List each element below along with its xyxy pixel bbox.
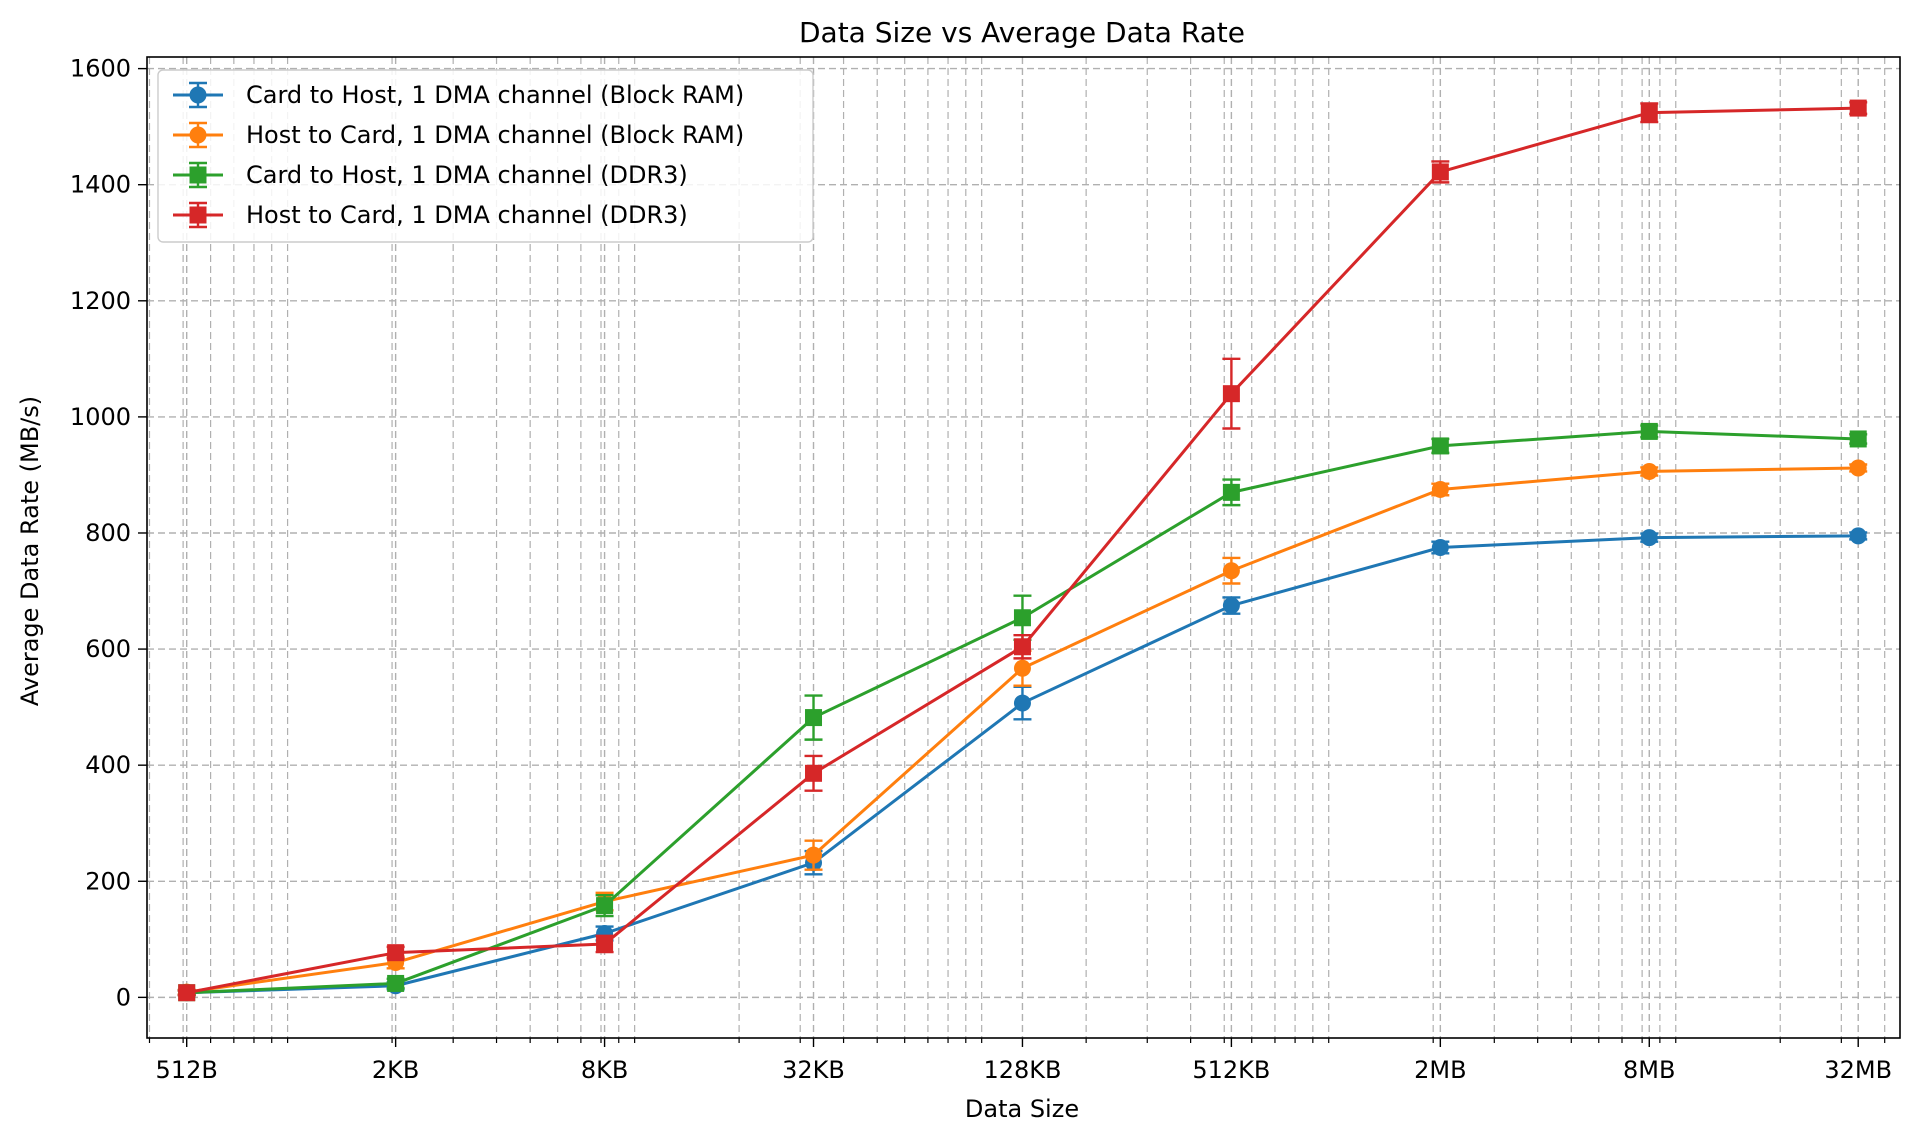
legend-marker [189,86,207,104]
data-point [1849,527,1867,545]
legend-item-3: Card to Host, 1 DMA channel (DDR3) [173,161,688,189]
y-tick-label: 1000 [70,403,131,431]
data-point [1222,562,1240,580]
data-point [1640,104,1658,122]
data-point [178,984,196,1002]
data-point [1431,437,1449,455]
data-point [1222,597,1240,615]
data-point [1849,99,1867,117]
legend-item-2: Host to Card, 1 DMA channel (Block RAM) [173,121,744,149]
y-tick-label: 1400 [70,171,131,199]
data-point [1431,163,1449,181]
plot-frame [146,56,1901,1039]
legend-item-4: Host to Card, 1 DMA channel (DDR3) [173,201,688,229]
x-tick-label: 2MB [1414,1056,1466,1084]
legend-label: Host to Card, 1 DMA channel (Block RAM) [246,121,744,149]
axes-layer: 512B 2KB 8KB 32KB 128KB 512KB 2MB 8MB 32MB 0 200 40… [70,55,1901,1084]
x-tick-label: 8MB [1623,1056,1675,1084]
data-point [596,935,614,953]
legend-marker [189,206,207,224]
data-point [1013,638,1031,656]
legend-label: Host to Card, 1 DMA channel (DDR3) [246,201,688,229]
x-tick-label: 32MB [1824,1056,1892,1084]
chart-title: Data Size vs Average Data Rate [799,16,1245,49]
data-point [1849,430,1867,448]
x-tick-label: 128KB [983,1056,1061,1084]
data-point [1013,694,1031,712]
data-point [805,764,823,782]
y-axis-label: Average Data Rate (MB/s) [16,396,44,706]
y-tick-label: 1200 [70,287,131,315]
series-layer [177,99,1868,1002]
y-tick-label: 600 [85,635,131,663]
data-point [1222,385,1240,403]
legend-marker [189,166,207,184]
legend-item-1: Card to Host, 1 DMA channel (Block RAM) [173,81,744,109]
y-tick-label: 800 [85,519,131,547]
data-point [387,944,405,962]
x-tick-label: 512B [156,1056,218,1084]
data-point [1013,659,1031,677]
series-4 [177,99,1868,1002]
x-axis-label: Data Size [965,1095,1079,1123]
x-tick-label: 512KB [1192,1056,1270,1084]
data-point [1013,609,1031,627]
data-point [1640,422,1658,440]
series-2 [177,459,1868,1001]
data-point [387,974,405,992]
x-tick-label: 2KB [372,1056,419,1084]
legend-marker [189,126,207,144]
y-tick-label: 200 [85,867,131,895]
y-tick-label: 1600 [70,55,131,83]
data-point [1431,480,1449,498]
x-tick-label: 8KB [581,1056,628,1084]
data-point [596,897,614,915]
legend: Card to Host, 1 DMA channel (Block RAM) H… [157,69,814,243]
data-point [805,846,823,864]
data-point [1222,483,1240,501]
legend-box [157,69,814,243]
data-point [1640,529,1658,547]
data-point [1849,459,1867,477]
y-tick-label: 0 [116,983,131,1011]
legend-label: Card to Host, 1 DMA channel (DDR3) [246,161,688,189]
data-point [805,709,823,727]
data-point [1640,462,1658,480]
x-tick-label: 32KB [782,1056,845,1084]
y-tick-label: 400 [85,751,131,779]
data-point [1431,539,1449,556]
legend-label: Card to Host, 1 DMA channel (Block RAM) [246,81,744,109]
